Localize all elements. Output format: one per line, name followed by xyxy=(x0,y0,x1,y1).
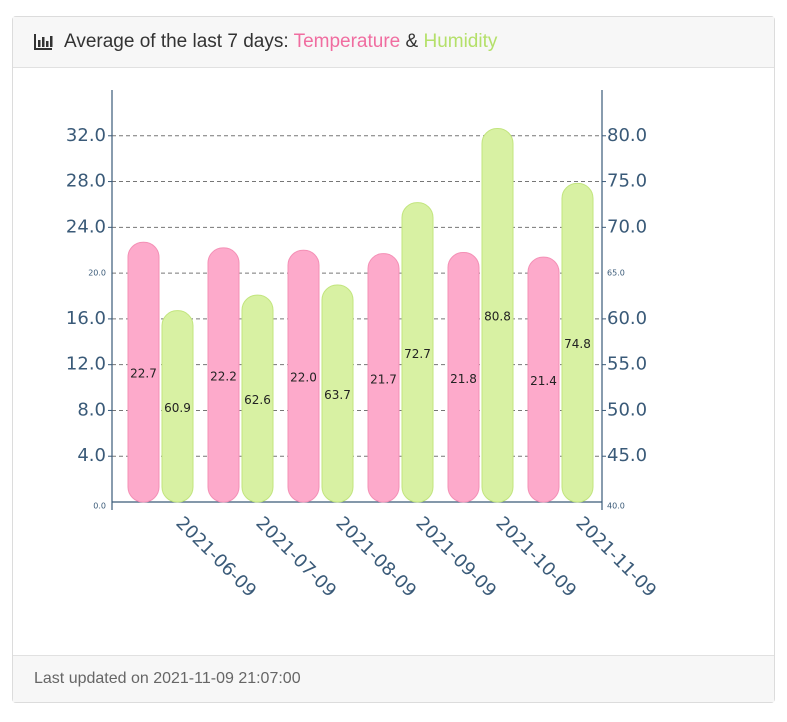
y-left-tick-label: 16.0 xyxy=(66,308,106,329)
data-label-temperature: 21.7 xyxy=(370,372,397,386)
card-body: 0.0 4.0 8.0 12.0 16.0 20.0 24.0 28.0 32.0 40.0 45.… xyxy=(13,68,774,657)
y-left-tick-label: 24.0 xyxy=(66,216,106,237)
data-label-humidity: 74.8 xyxy=(564,337,591,351)
chart-card: Average of the last 7 days: Temperature … xyxy=(12,16,775,703)
bar-temperature xyxy=(527,256,560,503)
y-left-tick-label: 4.0 xyxy=(77,445,106,466)
y-right-tick-label: 70.0 xyxy=(607,216,647,237)
bar-temperature xyxy=(127,241,160,503)
data-label-humidity: 63.7 xyxy=(324,388,351,402)
y-right-tick-label: 80.0 xyxy=(607,125,647,146)
y-right-tick-label: 65.0 xyxy=(607,269,625,278)
x-tick-label: 2021-07-09 xyxy=(251,513,340,602)
y-left-tick-label: 20.0 xyxy=(88,269,106,278)
y-right-tick-label: 55.0 xyxy=(607,354,647,375)
y-right-tick-label: 75.0 xyxy=(607,171,647,192)
bar-humidity xyxy=(561,182,594,503)
card-footer: Last updated on 2021-11-09 21:07:00 xyxy=(13,655,774,702)
x-tick-label: 2021-09-09 xyxy=(411,513,500,602)
bar-humidity xyxy=(401,202,434,503)
y-left-tick-label: 12.0 xyxy=(66,354,106,375)
data-label-temperature: 22.7 xyxy=(130,367,157,381)
y-left-tick-label: 0.0 xyxy=(93,502,106,511)
bar-humidity xyxy=(241,294,274,503)
y-right-tick-label: 50.0 xyxy=(607,399,647,420)
y-left-tick-label: 32.0 xyxy=(66,125,106,146)
x-tick-label: 2021-06-09 xyxy=(171,513,260,602)
y-right-tick-label: 40.0 xyxy=(607,502,625,511)
bar-temperature xyxy=(367,253,400,503)
dual-axis-bar-chart: 0.0 4.0 8.0 12.0 16.0 20.0 24.0 28.0 32.0 40.0 45.… xyxy=(66,90,660,602)
title-series-temperature: Temperature xyxy=(293,31,401,52)
bar-chart-icon xyxy=(33,32,53,52)
y-left-tick-label: 28.0 xyxy=(66,171,106,192)
data-label-humidity: 80.8 xyxy=(484,310,511,324)
data-label-temperature: 22.0 xyxy=(290,371,317,385)
x-tick-label: 2021-11-09 xyxy=(571,513,660,602)
bar-humidity xyxy=(161,310,194,503)
title-prefix: Average of the last 7 days: xyxy=(64,31,294,52)
bar-humidity xyxy=(321,284,354,503)
data-label-temperature: 21.8 xyxy=(450,372,477,386)
bar-humidity xyxy=(481,127,514,503)
y-right-tick-label: 45.0 xyxy=(607,445,647,466)
x-tick-label: 2021-10-09 xyxy=(491,513,580,602)
bar-temperature xyxy=(447,252,480,503)
x-tick-label: 2021-08-09 xyxy=(331,513,420,602)
chart-title: Average of the last 7 days: Temperature … xyxy=(64,31,497,53)
data-label-humidity: 60.9 xyxy=(164,401,191,415)
data-label-temperature: 22.2 xyxy=(210,369,237,383)
data-label-humidity: 62.6 xyxy=(244,393,271,407)
card-header: Average of the last 7 days: Temperature … xyxy=(13,17,774,68)
bar-temperature xyxy=(207,247,240,503)
title-series-humidity: Humidity xyxy=(423,31,498,52)
data-label-humidity: 72.7 xyxy=(404,347,431,361)
bar-temperature xyxy=(287,249,320,503)
data-label-temperature: 21.4 xyxy=(530,374,557,388)
y-right-tick-label: 60.0 xyxy=(607,308,647,329)
title-separator: & xyxy=(400,31,424,52)
last-updated-text: Last updated on 2021-11-09 21:07:00 xyxy=(34,670,301,687)
y-left-tick-label: 8.0 xyxy=(77,399,106,420)
